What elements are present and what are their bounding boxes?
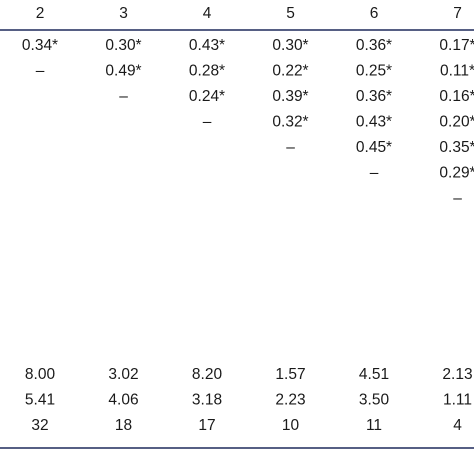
column-header: 5 bbox=[286, 5, 295, 22]
correlation-cell: 0.28* bbox=[189, 63, 225, 80]
column-header: 4 bbox=[203, 5, 212, 22]
statistic-cell: 10 bbox=[282, 417, 300, 434]
statistic-cell: 8.00 bbox=[25, 366, 56, 383]
correlation-cell: 0.49* bbox=[105, 63, 141, 80]
statistic-cell: 1.11 bbox=[443, 392, 472, 409]
column-header: 3 bbox=[119, 5, 128, 22]
statistic-cell: 3.02 bbox=[108, 366, 138, 383]
statistic-cell: 5.41 bbox=[25, 392, 55, 409]
correlation-cell: 0.35* bbox=[439, 139, 474, 156]
statistic-cell: 1.57 bbox=[275, 366, 305, 383]
correlation-cell: – bbox=[119, 88, 128, 105]
correlation-cell: 0.25* bbox=[356, 63, 392, 80]
statistic-cell: 11 bbox=[366, 417, 382, 434]
correlation-cell: – bbox=[453, 190, 462, 207]
correlation-cell: 0.43* bbox=[356, 114, 392, 131]
correlation-cell: 0.36* bbox=[356, 37, 392, 54]
statistic-cell: 3.18 bbox=[192, 392, 222, 409]
statistic-cell: 2.23 bbox=[275, 392, 305, 409]
correlation-cell: 0.20* bbox=[439, 114, 474, 131]
statistic-cell: 8.20 bbox=[192, 366, 223, 383]
correlation-cell: – bbox=[36, 63, 45, 80]
statistic-cell: 4 bbox=[453, 417, 462, 434]
correlation-cell: 0.36* bbox=[356, 88, 392, 105]
correlation-cell: 0.30* bbox=[105, 37, 141, 54]
statistic-cell: 18 bbox=[115, 417, 132, 434]
correlation-cell: 0.11* bbox=[440, 63, 474, 80]
statistic-cell: 3.50 bbox=[359, 392, 390, 409]
correlation-cell: 0.17* bbox=[439, 37, 474, 54]
correlation-cell: 0.39* bbox=[272, 88, 308, 105]
correlation-cell: – bbox=[203, 114, 212, 131]
column-header: 2 bbox=[36, 5, 45, 22]
correlation-cell: 0.29* bbox=[439, 165, 474, 182]
correlation-cell: 0.34* bbox=[22, 37, 58, 54]
correlation-cell: 0.16* bbox=[439, 88, 474, 105]
correlation-cell: – bbox=[286, 139, 295, 156]
statistic-cell: 4.51 bbox=[359, 366, 389, 383]
correlation-cell: 0.30* bbox=[272, 37, 308, 54]
correlation-cell: 0.24* bbox=[189, 88, 225, 105]
statistic-cell: 17 bbox=[198, 417, 215, 434]
statistic-cell: 32 bbox=[31, 417, 48, 434]
correlation-cell: – bbox=[370, 165, 379, 182]
column-header: 6 bbox=[370, 5, 379, 22]
statistic-cell: 4.06 bbox=[108, 392, 138, 409]
column-header: 7 bbox=[453, 5, 462, 22]
statistic-cell: 2.13 bbox=[442, 366, 472, 383]
correlation-cell: 0.22* bbox=[272, 63, 308, 80]
correlation-cell: 0.32* bbox=[272, 114, 308, 131]
correlation-cell: 0.45* bbox=[356, 139, 392, 156]
correlation-cell: 0.43* bbox=[189, 37, 225, 54]
